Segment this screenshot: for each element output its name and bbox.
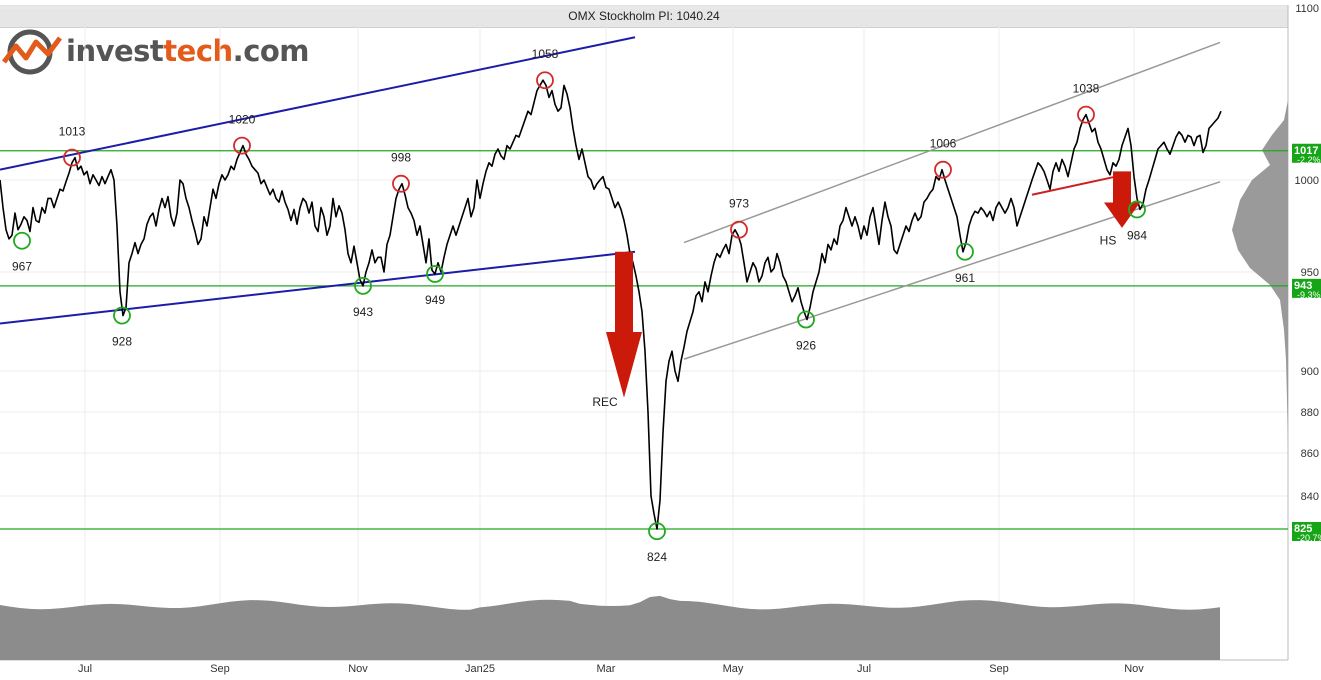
logo-text-invest: invest: [66, 34, 164, 68]
top-marker: [934, 160, 952, 179]
level-value: 943: [1294, 280, 1312, 292]
volume-area: [0, 595, 1220, 660]
price-histogram: [1232, 100, 1288, 520]
top-label: 973: [729, 197, 749, 211]
bottom-label: 928: [112, 335, 132, 349]
top-marker: [730, 220, 748, 239]
top-label: 1038: [1073, 82, 1100, 96]
x-tick-label: Jul: [78, 663, 92, 675]
top-marker: [63, 148, 81, 167]
x-tick-label: Sep: [210, 663, 230, 675]
bottom-marker: [113, 306, 131, 325]
level-percent: -9.3%: [1297, 290, 1321, 300]
logo-text: investtech.com: [66, 34, 310, 68]
level-percent: -20.7%: [1297, 533, 1321, 543]
x-tick-label: Jul: [857, 663, 871, 675]
trend-line: [683, 41, 1221, 244]
pattern-label: HS: [1100, 233, 1117, 247]
top-marker: [233, 136, 251, 155]
x-tick-label: May: [723, 663, 744, 675]
level-badge: [1292, 143, 1321, 163]
bottom-label: 824: [647, 550, 667, 564]
x-tick-label: Nov: [348, 663, 368, 675]
investtech-logo: investtech.com: [2, 28, 310, 76]
x-tick-label: Sep: [989, 663, 1009, 675]
sell-signal-arrow: [606, 251, 642, 398]
bottom-label: 961: [955, 271, 975, 285]
bottom-label: 943: [353, 305, 373, 319]
y-tick-label: 900: [1301, 366, 1319, 378]
top-label: 998: [391, 151, 411, 165]
trend-line: [0, 36, 636, 171]
trend-line: [1031, 175, 1117, 196]
x-tick-label: Nov: [1124, 663, 1144, 675]
level-percent: -2.2%: [1297, 155, 1321, 165]
top-label: 1006: [930, 137, 957, 151]
logo-mark-icon: [2, 29, 62, 75]
y-tick-label: 950: [1301, 267, 1319, 279]
level-badge: [1292, 278, 1321, 298]
top-marker: [392, 174, 410, 193]
y-tick-label: 860: [1301, 448, 1319, 460]
x-tick-label: Mar: [597, 663, 616, 675]
level-badge: [1292, 522, 1321, 541]
bottom-label: 967: [12, 260, 32, 274]
y-tick-label: 880: [1301, 407, 1319, 419]
bottom-marker: [648, 522, 666, 541]
y-tick-label: 840: [1301, 491, 1319, 503]
bottom-marker: [13, 231, 31, 250]
title-bar: OMX Stockholm PI: 1040.24: [0, 5, 1288, 28]
logo-text-com: .com: [232, 34, 310, 68]
bottom-marker: [426, 265, 444, 283]
chart-title: OMX Stockholm PI: 1040.24: [568, 9, 720, 23]
bottom-label: 949: [425, 293, 445, 307]
level-value: 1017: [1294, 145, 1318, 157]
bottom-marker: [797, 310, 815, 329]
bottom-label: 926: [796, 339, 816, 353]
y-tick-label: 1100: [1295, 3, 1319, 15]
bottom-marker: [354, 276, 372, 295]
top-label: 1013: [59, 125, 86, 139]
bottom-marker: [956, 242, 974, 261]
trend-line: [0, 250, 636, 325]
y-tick-label: 1000: [1295, 175, 1319, 187]
level-value: 825: [1294, 523, 1312, 535]
top-marker: [536, 71, 554, 90]
top-label: 1058: [532, 47, 559, 61]
x-tick-label: Jan25: [465, 663, 495, 675]
pattern-label: REC: [592, 395, 618, 409]
bottom-marker: [1128, 200, 1146, 219]
price-line: [0, 79, 1222, 530]
top-marker: [1077, 105, 1095, 124]
bottom-label: 984: [1127, 228, 1147, 242]
top-label: 1020: [229, 113, 256, 127]
logo-text-tech: tech: [163, 34, 233, 68]
